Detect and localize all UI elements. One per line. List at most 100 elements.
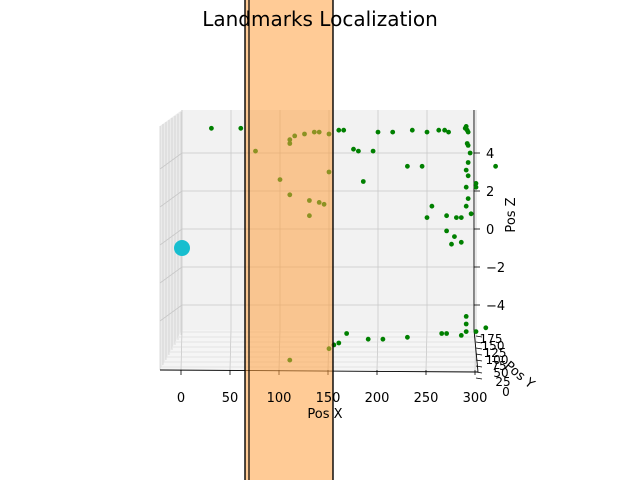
z-tick-label: 2 <box>486 185 494 200</box>
y-tick <box>475 371 483 374</box>
x-tick-label: 0 <box>177 391 185 406</box>
landmark-point <box>463 203 469 209</box>
x-axis-label: Pos X <box>307 407 342 422</box>
landmark-point <box>468 211 474 217</box>
y-tick-label: 25 <box>495 375 510 389</box>
landmark-point <box>365 336 371 342</box>
x-tick-label: 50 <box>222 391 239 406</box>
landmark-point <box>444 213 449 219</box>
landmark-point <box>458 239 464 245</box>
x-tick-label: 200 <box>365 391 390 406</box>
x-gridline-floor <box>180 329 183 371</box>
landmark-point <box>409 127 415 133</box>
tick-labels: 0 50 100 150 200 250 300420−2−4025507510012515… <box>177 147 511 406</box>
landmark-point <box>493 163 498 169</box>
landmark-point <box>405 334 410 340</box>
landmark-point <box>405 163 410 169</box>
landmark-point <box>356 148 361 154</box>
left-pane <box>160 110 182 370</box>
y-tick <box>475 359 483 362</box>
landmark-point <box>341 127 347 133</box>
landmark-point <box>473 329 479 334</box>
landmark-point <box>465 143 471 148</box>
y-tick-label: 100 <box>486 353 509 367</box>
x-tick-label: 150 <box>316 391 341 406</box>
y-tick <box>475 341 483 344</box>
z-gridline-side <box>159 228 183 246</box>
landmark-point <box>336 340 342 346</box>
x-gridline-floor <box>425 329 428 371</box>
landmark-point <box>424 215 430 221</box>
landmark-point <box>439 331 445 336</box>
landmark-point <box>465 173 471 179</box>
landmark-point <box>360 179 366 184</box>
landmark-point <box>336 127 342 133</box>
y-tick-label: 50 <box>493 366 508 380</box>
landmark-point <box>429 203 435 209</box>
landmark-point <box>390 129 396 135</box>
landmark-point <box>465 160 471 165</box>
landmark-point <box>446 129 451 135</box>
landmark-point <box>483 325 489 331</box>
z-tick-label: 4 <box>486 147 494 162</box>
y-tick-label: 150 <box>482 339 505 353</box>
y-tick <box>475 365 483 368</box>
landmark-point <box>380 336 386 342</box>
x-tick-label: 250 <box>414 391 439 406</box>
y-tick-label: 75 <box>491 359 506 373</box>
z-gridline-side <box>159 190 183 208</box>
x-tick-label: 300 <box>463 391 488 406</box>
landmark-point <box>463 329 469 334</box>
z-axis-label: Pos Z <box>504 197 519 232</box>
landmark-point <box>452 234 457 240</box>
landmark-point <box>458 215 464 221</box>
vehicle-marker <box>174 240 190 256</box>
landmark-point <box>463 167 469 173</box>
landmark-point <box>463 321 469 327</box>
y-tick <box>475 335 483 338</box>
y-tick-label: 125 <box>484 346 507 360</box>
z-gridline-side <box>159 266 183 284</box>
landmark-point <box>442 127 448 133</box>
landmark-point <box>458 333 464 338</box>
landmark-point <box>238 125 244 131</box>
y-tick <box>475 347 483 350</box>
x-gridline-floor <box>376 329 379 371</box>
landmark-point <box>454 215 459 221</box>
y-tick-label: 0 <box>502 385 510 399</box>
y-tick <box>475 353 483 356</box>
landmark-point <box>424 129 430 135</box>
sensor-band <box>244 0 334 480</box>
landmark-point <box>465 196 471 202</box>
z-gridline-side <box>159 152 183 170</box>
chart-title: Landmarks Localization <box>202 7 438 31</box>
landmark-point <box>473 181 479 186</box>
z-gridline-side <box>159 304 183 322</box>
landmark-point <box>444 331 449 336</box>
landmark-point <box>209 125 214 131</box>
y-axis-line <box>473 329 479 373</box>
landmark-point <box>351 146 356 152</box>
z-tick-label: −4 <box>486 299 505 314</box>
landmark-point <box>419 163 425 169</box>
landmark-point <box>436 127 442 133</box>
landmark-point <box>463 184 469 190</box>
landmark-point <box>463 314 469 319</box>
y-tick-label: 175 <box>480 332 503 346</box>
z-tick-label: 0 <box>486 223 494 238</box>
landmark-point <box>465 129 471 135</box>
landmark-point <box>463 124 469 129</box>
landmark-point <box>344 331 350 336</box>
landmark-point <box>449 241 454 247</box>
sensor-band-fill <box>245 0 333 480</box>
landmark-point <box>467 150 473 156</box>
x-gridline-floor <box>229 329 232 371</box>
landmark-point <box>370 148 376 154</box>
landmark-point <box>444 228 449 234</box>
landmark-point <box>473 184 479 190</box>
landmark-point <box>375 129 381 135</box>
x-tick-label: 100 <box>267 391 292 406</box>
z-tick-label: −2 <box>486 261 505 276</box>
